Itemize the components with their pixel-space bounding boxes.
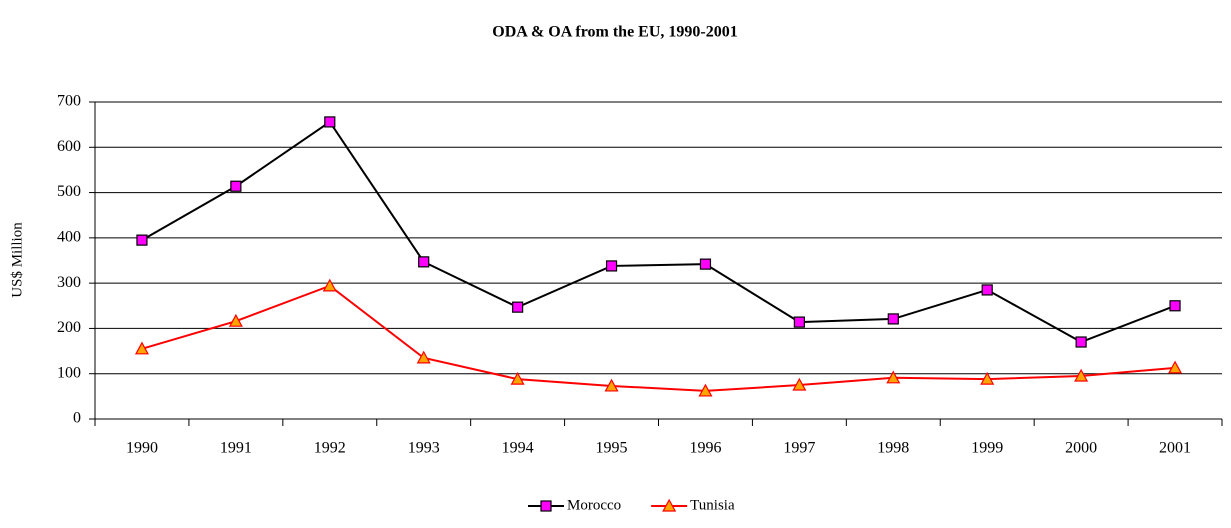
y-tick-label: 0 <box>73 410 81 427</box>
x-tick-label: 1995 <box>596 440 628 457</box>
marker <box>792 377 807 391</box>
series-line <box>141 284 1176 392</box>
y-tick-label: 500 <box>57 183 81 200</box>
marker <box>887 313 899 325</box>
x-tick-label: 1993 <box>408 440 440 457</box>
y-tick-label: 200 <box>57 319 81 336</box>
marker <box>662 498 677 512</box>
x-tick-label: 1997 <box>783 440 815 457</box>
x-tick-label: 1991 <box>220 440 252 457</box>
marker <box>416 350 431 364</box>
marker <box>793 316 805 328</box>
marker <box>1168 360 1183 374</box>
marker <box>418 256 430 268</box>
x-tick-label: 2000 <box>1065 440 1097 457</box>
x-tick-label: 1996 <box>689 440 721 457</box>
y-axis-label: US$ Million <box>9 222 25 298</box>
marker <box>540 500 552 512</box>
marker <box>228 313 243 327</box>
y-tick-label: 600 <box>57 138 81 155</box>
x-tick-label: 1999 <box>971 440 1003 457</box>
marker <box>1075 336 1087 348</box>
y-tick-label: 100 <box>57 364 81 381</box>
marker <box>134 341 149 355</box>
marker <box>886 370 901 384</box>
marker <box>230 180 242 192</box>
marker <box>605 260 618 272</box>
y-tick-label: 700 <box>57 93 81 110</box>
y-tick-label: 300 <box>57 274 81 291</box>
marker <box>1074 368 1089 382</box>
x-tick-label: 1994 <box>502 440 534 457</box>
x-tick-label: 1990 <box>126 440 158 457</box>
legend-label: Morocco <box>567 497 621 513</box>
chart-title: ODA & OA from the EU, 1990-2001 <box>492 24 737 41</box>
series-line <box>141 120 1176 344</box>
marker <box>698 383 713 397</box>
marker <box>980 371 995 385</box>
marker <box>512 301 524 313</box>
marker <box>1169 300 1181 312</box>
x-tick-label: 2001 <box>1159 440 1191 457</box>
marker <box>981 284 993 296</box>
legend-label: Tunisia <box>690 497 735 513</box>
marker <box>324 116 336 128</box>
marker <box>136 234 148 246</box>
marker <box>604 378 619 392</box>
marker <box>510 371 525 385</box>
x-tick-label: 1998 <box>877 440 909 457</box>
x-tick-label: 1992 <box>314 440 346 457</box>
marker <box>322 278 337 292</box>
marker <box>699 258 712 270</box>
y-tick-label: 400 <box>57 229 81 246</box>
